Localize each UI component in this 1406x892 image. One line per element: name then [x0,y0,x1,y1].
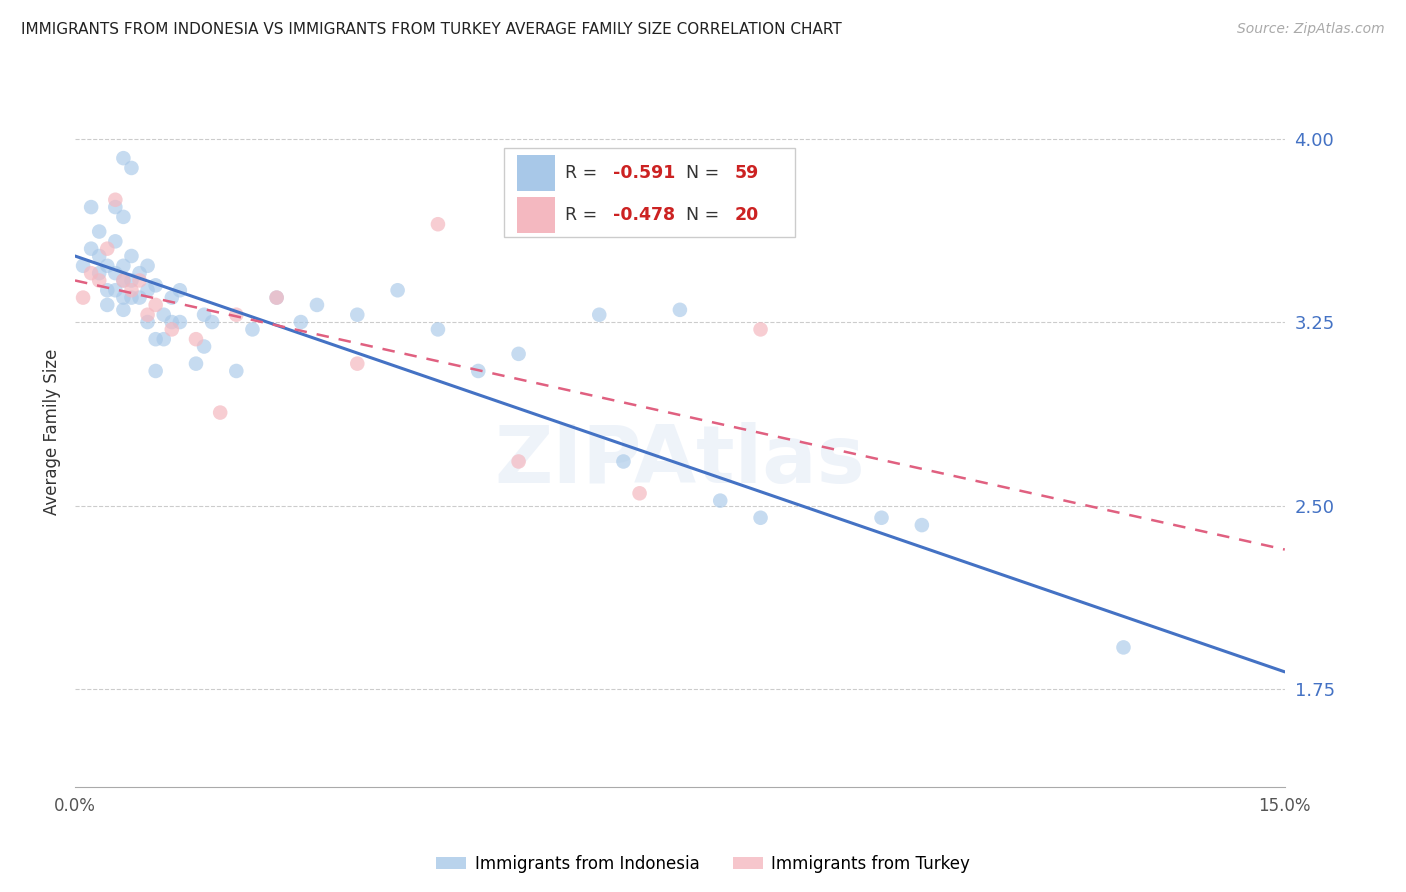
Bar [505,148,794,237]
Point [96,242,118,256]
Point [225,308,247,322]
Point [112,151,135,165]
Text: 59: 59 [734,164,759,182]
Point [80,242,103,256]
Point [104,266,127,280]
Point [145,332,167,346]
Text: 20: 20 [734,206,759,224]
Text: ZIPAtlas: ZIPAtlas [495,422,865,500]
Point [508,454,530,468]
Point [387,283,409,297]
Point [136,259,159,273]
Point [112,273,135,287]
Y-axis label: Average Family Size: Average Family Size [44,349,60,516]
Point [104,235,127,249]
Point [72,291,94,305]
Point [201,315,224,329]
Point [121,161,143,175]
Point [136,283,159,297]
Point [709,493,731,508]
Point [96,298,118,312]
Text: Source: ZipAtlas.com: Source: ZipAtlas.com [1237,22,1385,37]
Point [225,364,247,378]
Point [121,283,143,297]
Point [669,302,692,317]
Point [96,283,118,297]
Point [169,283,191,297]
Point [128,266,150,280]
Text: -0.478: -0.478 [613,206,675,224]
Text: R =: R = [565,206,603,224]
Point [426,217,449,231]
Point [89,225,111,239]
Text: N =: N = [686,206,724,224]
Point [72,259,94,273]
Point [749,322,772,336]
Point [128,273,150,287]
Point [136,315,159,329]
Point [193,339,215,353]
Point [290,315,312,329]
Point [209,406,232,420]
Point [160,322,183,336]
Point [80,200,103,214]
Point [1112,640,1135,655]
Point [121,273,143,287]
Text: -0.591: -0.591 [613,164,676,182]
Point [612,454,634,468]
Point [89,273,111,287]
Point [749,510,772,524]
Point [184,332,207,346]
Point [628,486,651,500]
Point [588,308,610,322]
Point [426,322,449,336]
Legend: Immigrants from Indonesia, Immigrants from Turkey: Immigrants from Indonesia, Immigrants fr… [429,848,977,880]
Point [184,357,207,371]
Point [508,347,530,361]
Point [193,308,215,322]
Point [112,210,135,224]
Point [128,291,150,305]
Point [112,291,135,305]
Point [145,364,167,378]
Bar [516,155,555,191]
Point [89,249,111,263]
Point [145,278,167,293]
Point [870,510,893,524]
Point [266,291,288,305]
Text: IMMIGRANTS FROM INDONESIA VS IMMIGRANTS FROM TURKEY AVERAGE FAMILY SIZE CORRELAT: IMMIGRANTS FROM INDONESIA VS IMMIGRANTS … [21,22,842,37]
Point [242,322,264,336]
Point [152,308,174,322]
Point [145,298,167,312]
Point [104,283,127,297]
Point [89,266,111,280]
Point [911,518,934,533]
Point [136,308,159,322]
Point [112,302,135,317]
Text: R =: R = [565,164,603,182]
Point [121,291,143,305]
Point [160,291,183,305]
Point [152,332,174,346]
Point [96,259,118,273]
Bar [516,197,555,233]
Point [160,315,183,329]
Point [104,193,127,207]
Point [305,298,328,312]
Text: N =: N = [686,164,724,182]
Point [346,308,368,322]
Point [112,259,135,273]
Point [104,200,127,214]
Point [266,291,288,305]
Point [346,357,368,371]
Point [121,249,143,263]
Point [80,266,103,280]
Point [467,364,489,378]
Point [169,315,191,329]
Point [112,273,135,287]
